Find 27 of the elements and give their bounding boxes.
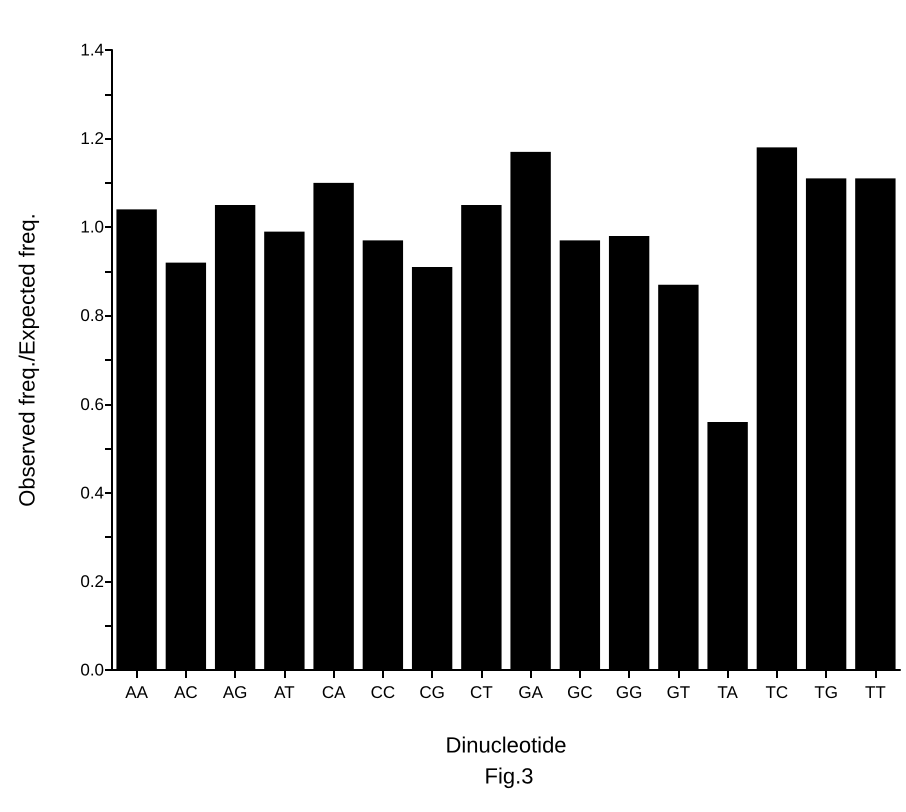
y-tick-label: 1.4 [80, 40, 104, 60]
x-tick-label: AC [174, 683, 198, 702]
y-tick-label: 1.2 [80, 129, 104, 148]
x-tick-label: TT [864, 683, 886, 702]
x-tick-label: GC [567, 683, 593, 702]
y-tick-label: 0.4 [80, 483, 104, 502]
x-tick-label: AT [274, 683, 295, 702]
y-tick-label: 0.0 [80, 660, 104, 680]
x-tick-label: CT [470, 683, 493, 702]
y-tick-label: 0.6 [80, 394, 104, 414]
x-tick-label: GT [666, 683, 690, 702]
y-tick-label: 1.0 [80, 218, 104, 237]
x-tick-label: AG [222, 683, 248, 702]
x-axis-title: Dinucleotide [445, 732, 567, 758]
y-tick-label: 0.8 [80, 306, 104, 326]
x-tick-label: CA [322, 683, 346, 702]
x-tick-label: TA [717, 683, 739, 702]
caption: Fig.3 [484, 764, 534, 788]
y-axis-title: Observed freq./Expected freq. [14, 213, 40, 507]
x-tick-label: TG [814, 683, 838, 702]
x-tick-label: TC [766, 683, 788, 702]
x-tick-label: CG [419, 683, 445, 702]
x-tick-label: CC [370, 683, 396, 702]
x-tick-label: AA [125, 683, 149, 702]
y-tick-label: 0.2 [80, 572, 104, 591]
x-tick-label: GA [518, 683, 544, 702]
x-tick-label: GG [616, 683, 642, 702]
